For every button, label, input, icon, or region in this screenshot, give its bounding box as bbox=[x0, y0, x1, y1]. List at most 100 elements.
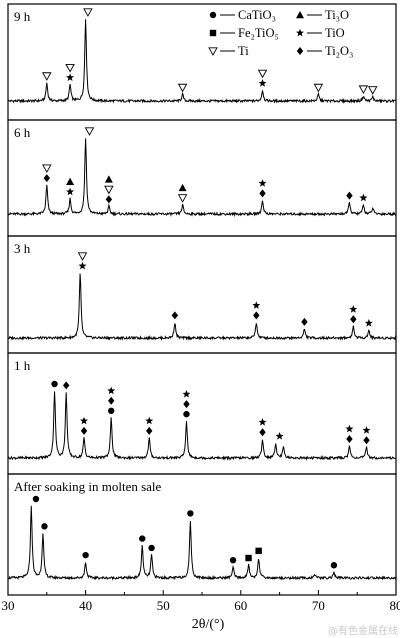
xrd-trace bbox=[7, 273, 397, 342]
x-tick-label: 30 bbox=[2, 598, 15, 613]
open-triangle-marker bbox=[42, 164, 52, 174]
watermark: @有色金属在线 bbox=[328, 624, 398, 637]
star-marker bbox=[252, 301, 261, 309]
diamond-marker bbox=[259, 189, 266, 198]
circle-marker bbox=[41, 523, 48, 530]
x-tick-label: 40 bbox=[79, 598, 92, 613]
triangle-marker bbox=[66, 177, 75, 185]
xrd-trace bbox=[7, 138, 397, 218]
star-marker bbox=[296, 28, 304, 37]
open-triangle-marker bbox=[208, 47, 218, 56]
circle-marker bbox=[187, 510, 194, 517]
diamond-marker bbox=[183, 400, 190, 409]
diamond-marker bbox=[259, 428, 266, 437]
triangle-marker bbox=[296, 11, 304, 19]
diamond-marker bbox=[253, 311, 260, 320]
circle-marker bbox=[209, 11, 217, 19]
open-triangle-marker bbox=[257, 69, 268, 79]
circle-marker bbox=[183, 410, 190, 418]
open-triangle-marker bbox=[313, 83, 324, 93]
legend: CaTiO₃ Ti₃O Fe₂TiO₅ TiO Ti Ti₂O₃ bbox=[208, 8, 353, 58]
star-marker bbox=[258, 418, 267, 426]
open-triangle-marker bbox=[42, 72, 52, 81]
open-triangle-marker bbox=[177, 194, 188, 203]
diamond-marker bbox=[108, 396, 115, 405]
panel: 3 h bbox=[7, 235, 397, 354]
diamond-marker bbox=[301, 317, 308, 326]
open-triangle-marker bbox=[177, 83, 188, 93]
diamond-marker bbox=[105, 195, 113, 204]
panel-label: 1 h bbox=[14, 358, 31, 373]
square-marker bbox=[209, 29, 217, 37]
legend-label: Ti bbox=[238, 44, 249, 58]
star-marker bbox=[349, 305, 358, 313]
legend-entry: TiO bbox=[296, 26, 345, 40]
star-marker bbox=[107, 386, 116, 395]
star-marker bbox=[66, 73, 75, 81]
star-marker bbox=[182, 389, 191, 398]
star-marker bbox=[145, 416, 154, 425]
xrd-trace bbox=[7, 391, 397, 461]
panels-group: 9 h 6 h 3 h 1 h After soaking in molten sale bbox=[7, 3, 397, 596]
triangle-marker bbox=[178, 183, 187, 192]
star-marker bbox=[345, 424, 354, 433]
open-triangle-marker bbox=[83, 8, 93, 17]
diamond-marker bbox=[43, 174, 50, 183]
xrd-trace bbox=[7, 19, 397, 104]
panel-label: After soaking in molten sale bbox=[14, 479, 162, 494]
panel: After soaking in molten sale bbox=[7, 473, 397, 596]
legend-label: Ti₂O₃ bbox=[325, 44, 353, 58]
diamond-marker bbox=[346, 434, 353, 443]
diamond-marker bbox=[296, 47, 304, 55]
legend-label: Fe₂TiO₅ bbox=[238, 26, 279, 40]
diamond-marker bbox=[350, 315, 357, 324]
circle-marker bbox=[51, 380, 58, 388]
diamond-marker bbox=[80, 426, 88, 435]
diamond-marker bbox=[363, 436, 370, 445]
circle-marker bbox=[139, 535, 146, 542]
star-marker bbox=[66, 187, 75, 196]
star-marker bbox=[78, 261, 87, 270]
open-triangle-marker bbox=[77, 252, 88, 261]
circle-marker bbox=[148, 544, 155, 552]
star-marker bbox=[258, 79, 267, 87]
legend-entry: Ti bbox=[208, 44, 249, 58]
open-triangle-marker bbox=[84, 127, 95, 136]
panel-label: 3 h bbox=[14, 241, 31, 256]
panel-label: 6 h bbox=[14, 125, 31, 140]
circle-marker bbox=[229, 557, 237, 564]
open-triangle-marker bbox=[358, 85, 369, 95]
legend-label: CaTiO₃ bbox=[238, 8, 276, 22]
square-marker bbox=[245, 554, 252, 562]
x-tick-label: 80 bbox=[390, 598, 400, 613]
panel: 1 h bbox=[7, 352, 397, 475]
star-marker bbox=[80, 416, 89, 425]
x-axis-label: 2θ/(°) bbox=[192, 617, 225, 632]
square-marker bbox=[255, 547, 262, 555]
circle-marker bbox=[32, 495, 40, 503]
legend-entry: Ti₂O₃ bbox=[296, 44, 353, 58]
legend-entry: CaTiO₃ bbox=[209, 8, 276, 22]
xrd-trace bbox=[7, 505, 397, 581]
panel-frame bbox=[7, 352, 397, 475]
star-marker bbox=[362, 426, 371, 434]
star-marker bbox=[359, 193, 368, 202]
circle-marker bbox=[108, 407, 115, 414]
circle-marker bbox=[82, 551, 89, 559]
panel-frame bbox=[7, 235, 397, 354]
panel: 6 h bbox=[7, 119, 397, 237]
circle-marker bbox=[330, 562, 338, 569]
x-axis: 30 40 50 60 70 80 bbox=[2, 590, 400, 613]
open-triangle-marker bbox=[367, 86, 378, 95]
x-tick-label: 50 bbox=[157, 598, 170, 613]
diamond-marker bbox=[171, 311, 179, 320]
star-marker bbox=[258, 179, 267, 187]
x-tick-label: 60 bbox=[234, 598, 247, 613]
star-marker bbox=[364, 319, 373, 327]
legend-entry: Ti₃O bbox=[296, 8, 349, 22]
diamond-marker bbox=[146, 426, 153, 435]
diamond-marker bbox=[346, 191, 353, 200]
legend-label: Ti₃O bbox=[325, 8, 349, 22]
star-marker bbox=[275, 432, 284, 440]
